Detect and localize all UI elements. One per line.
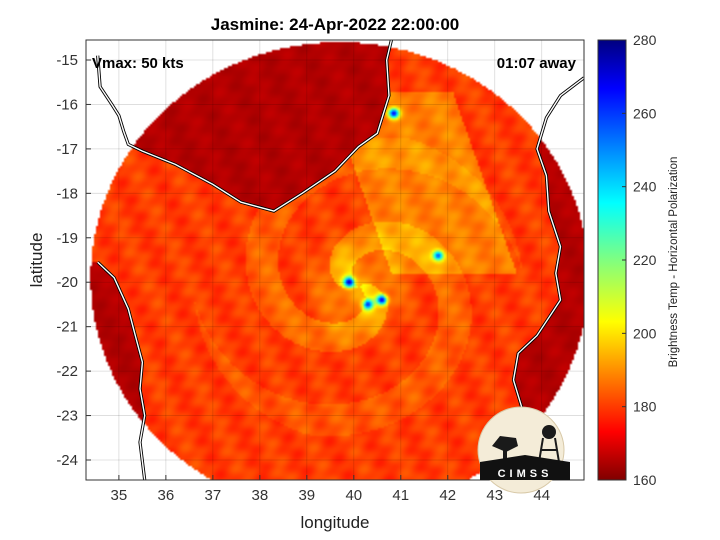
x-tick-label: 35 [111, 487, 128, 504]
x-axis-title: longitude [300, 513, 369, 532]
brightness-temperature-field [86, 40, 584, 480]
coastlines [96, 40, 584, 480]
y-tick-label: -17 [56, 141, 78, 158]
coastline-mozambique-north [97, 40, 393, 212]
colorbar-tick-label: 180 [633, 399, 657, 415]
logo-dish [492, 436, 518, 452]
logo-dish-stand [503, 448, 507, 462]
logo-tank [542, 425, 556, 439]
time-away-annotation: 01:07 away [497, 55, 577, 72]
y-tick-label: -16 [56, 96, 78, 113]
x-tick-label: 39 [298, 487, 315, 504]
y-tick-label: -20 [56, 274, 78, 291]
y-tick-label: -22 [56, 363, 78, 380]
coastline-mozambique-south [97, 261, 146, 480]
colorbar-tick-label: 240 [633, 179, 657, 195]
chart-title: Jasmine: 24-Apr-2022 22:00:00 [211, 15, 460, 34]
x-tick-label: 37 [205, 487, 222, 504]
colorbar-tick-label: 260 [633, 105, 657, 121]
y-axis-title: latitude [27, 233, 46, 288]
x-tick-label: 42 [439, 487, 456, 504]
colorbar-ticks: 160 180 200 220 240 260 280 [622, 32, 657, 488]
logo-building [480, 455, 570, 480]
plot-area [86, 40, 584, 480]
y-tick-label: -15 [56, 52, 78, 69]
y-tick-label: -24 [56, 452, 78, 469]
x-tick-label: 41 [392, 487, 409, 504]
logo-text: CIMSS [498, 468, 553, 480]
y-tick-label: -19 [56, 230, 78, 247]
x-tick-label: 38 [251, 487, 268, 504]
colorbar-tick-label: 280 [633, 32, 657, 48]
y-tick-label: -18 [56, 185, 78, 202]
y-tick-label: -23 [56, 408, 78, 425]
colorbar-tick-label: 220 [633, 252, 657, 268]
colorbar-tick-label: 200 [633, 325, 657, 341]
x-tick-label: 36 [158, 487, 175, 504]
coastline-madagascar [512, 77, 584, 480]
axis-ticks: 35 36 37 38 39 40 41 42 43 44 -15 -16 -17 -18 -19 -20 -2… [56, 52, 550, 504]
x-tick-label: 44 [533, 487, 550, 504]
cimss-logo: CIMSS [477, 406, 570, 494]
grid-lines [86, 40, 584, 480]
colorbar [597, 39, 627, 481]
plot-frame [85, 39, 585, 481]
x-tick-label: 40 [345, 487, 362, 504]
vmax-annotation: Vmax: 50 kts [92, 55, 184, 72]
colorbar-tick-label: 160 [633, 472, 657, 488]
y-tick-label: -21 [56, 319, 78, 336]
colorbar-title: Brightness Temp - Horizontal Polarizatio… [668, 157, 680, 368]
x-tick-label: 43 [486, 487, 503, 504]
